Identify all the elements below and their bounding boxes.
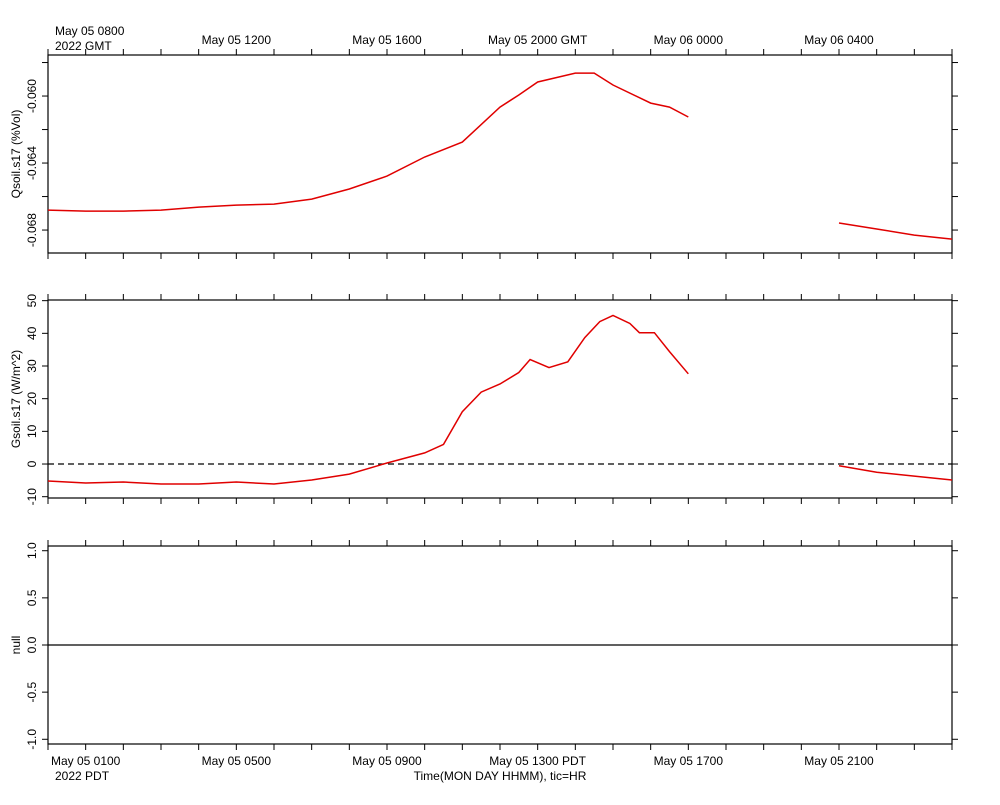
y-tick-label: 30 — [25, 359, 39, 373]
top-tick-label: May 05 2000 GMT — [488, 33, 588, 47]
y-tick-label: -0.5 — [25, 681, 39, 702]
bottom-tick-label: May 05 0500 — [202, 754, 272, 768]
top-tick-label: May 06 0000 — [654, 33, 724, 47]
y-tick-label: 20 — [25, 392, 39, 406]
y-axis-title: null — [9, 636, 23, 655]
data-line — [838, 222, 953, 240]
data-line — [838, 464, 953, 481]
y-tick-label: 40 — [25, 326, 39, 340]
data-line — [47, 314, 689, 485]
top-tick-label: May 06 0400 — [804, 33, 874, 47]
y-tick-label: -10 — [25, 488, 39, 506]
bottom-tick-label: May 05 0900 — [352, 754, 422, 768]
top-tick-label: May 05 1200 — [202, 33, 272, 47]
y-tick-label: 0.5 — [25, 589, 39, 606]
y-tick-label: -0.064 — [25, 146, 39, 180]
plot-frame — [47, 54, 953, 254]
y-tick-label: 0.0 — [25, 636, 39, 653]
plot-frame — [47, 299, 953, 499]
y-axis-title: Gsoil.s17 (W/m^2) — [9, 350, 23, 448]
y-tick-label: 1.0 — [25, 542, 39, 559]
top-note: 2022 GMT — [55, 39, 112, 53]
bottom-note: 2022 PDT — [55, 769, 110, 783]
x-axis-title: Time(MON DAY HHMM), tic=HR — [414, 769, 587, 783]
data-line — [47, 72, 689, 212]
y-tick-label: 0 — [25, 460, 39, 467]
y-axis-title: Qsoil.s17 (%Vol) — [9, 110, 23, 199]
y-tick-label: -0.068 — [25, 213, 39, 247]
bottom-tick-label: May 05 0100 — [51, 754, 121, 768]
bottom-tick-label: May 05 1300 PDT — [489, 754, 586, 768]
y-tick-label: 50 — [25, 294, 39, 308]
top-tick-label: May 05 0800 — [55, 24, 125, 38]
y-tick-label: -0.060 — [25, 79, 39, 113]
y-tick-label: -1.0 — [25, 729, 39, 750]
bottom-tick-label: May 05 1700 — [654, 754, 724, 768]
top-tick-label: May 05 1600 — [352, 33, 422, 47]
bottom-tick-label: May 05 2100 — [804, 754, 874, 768]
y-tick-label: 10 — [25, 424, 39, 438]
